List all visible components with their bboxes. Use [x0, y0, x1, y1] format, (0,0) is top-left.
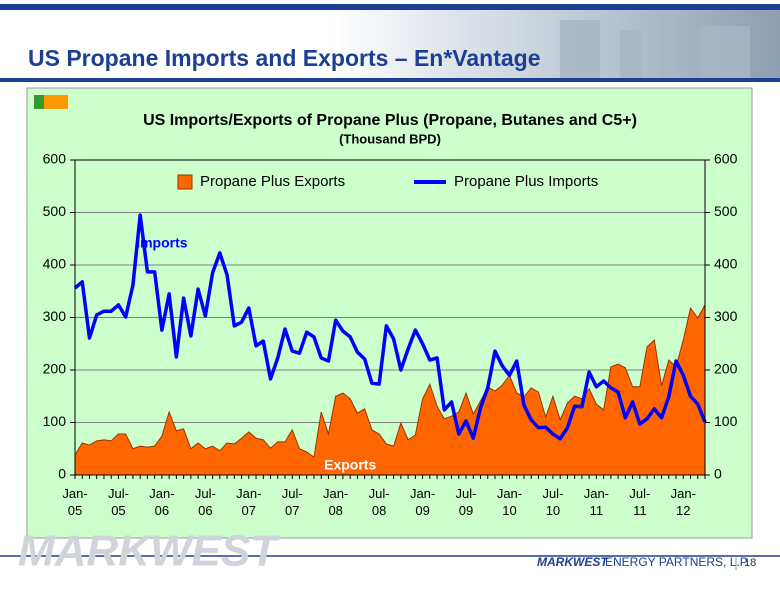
legend-background [170, 170, 610, 194]
footer-brand: MARKWEST [537, 555, 609, 569]
y-tick-label: 200 [43, 361, 67, 377]
x-tick-label-part: 10 [502, 503, 516, 518]
y-tick-label: 0 [58, 466, 66, 482]
x-tick-label-part: Jan- [671, 486, 696, 501]
y-tick-label: 600 [43, 151, 67, 167]
x-tick-label: Jul- 09 [456, 486, 477, 518]
y2-tick-label: 0 [714, 466, 722, 482]
x-tick-label-part: Jan- [149, 486, 174, 501]
header-top-bar [0, 4, 780, 10]
x-tick-label-part: 09 [415, 503, 429, 518]
x-tick-label-part: Jan- [410, 486, 435, 501]
x-tick-label: Jul- 07 [282, 486, 303, 518]
y2-tick-label: 400 [714, 256, 738, 272]
x-tick-label-part: 05 [68, 503, 82, 518]
x-tick-label: Jul- 08 [369, 486, 390, 518]
x-tick-label-part: Jan- [323, 486, 348, 501]
footer-company: ENERGY PARTNERS, L.P. [605, 555, 750, 569]
chart-title: US Imports/Exports of Propane Plus (Prop… [143, 112, 637, 129]
page-number: 18 [744, 557, 756, 569]
x-tick-label-part: Jul- [369, 486, 390, 501]
x-tick-label-part: 12 [676, 503, 690, 518]
legend-swatch [177, 174, 193, 190]
logo-mark [34, 95, 44, 109]
x-tick-label: Jan- 05 [62, 486, 87, 518]
x-tick-label: Jul- 10 [542, 486, 563, 518]
x-tick-label-part: 07 [242, 503, 256, 518]
y-tick-label: 300 [43, 308, 67, 324]
x-tick-label-part: Jul- [108, 486, 129, 501]
x-tick-label-part: 11 [590, 503, 604, 518]
x-tick-label-part: Jul- [282, 486, 303, 501]
y2-tick-label: 300 [714, 308, 738, 324]
slide-title: US Propane Imports and Exports – En*Vant… [28, 45, 541, 71]
plot-border [74, 159, 706, 476]
y2-tick-label: 600 [714, 151, 738, 167]
x-tick-label-part: 05 [111, 503, 125, 518]
x-tick-label-part: Jul- [456, 486, 477, 501]
x-tick-label: Jan- 10 [497, 486, 522, 518]
legend-label: Propane Plus Imports [454, 173, 598, 190]
x-tick-label-part: Jul- [542, 486, 563, 501]
legend-label: Propane Plus Exports [200, 173, 345, 190]
x-tick-label: Jan- 06 [149, 486, 174, 518]
x-tick-label-part: 11 [633, 503, 647, 518]
y-tick-label: 400 [43, 256, 67, 272]
x-tick-label: Jul- 11 [629, 486, 650, 518]
x-tick-label: Jan- 12 [671, 486, 696, 518]
x-tick-label: Jul- 06 [195, 486, 216, 518]
header-photo-shapes [560, 14, 750, 78]
x-tick-label-part: Jul- [195, 486, 216, 501]
x-tick-label: Jan- 08 [323, 486, 348, 518]
x-tick-label: Jul- 05 [108, 486, 129, 518]
annotation: Exports [324, 456, 376, 472]
watermark: MARKWEST [18, 527, 280, 576]
x-tick-label-part: 07 [285, 503, 299, 518]
annotation: Imports [136, 235, 188, 251]
x-tick-label-part: 08 [328, 503, 342, 518]
x-tick-label-part: 10 [546, 503, 560, 518]
plot: 0 100 200 300 400 500 600 0 100 200 300 400 500 600 Ja… [43, 151, 738, 519]
x-tick-label-part: 06 [198, 503, 212, 518]
x-tick-label-part: 09 [459, 503, 473, 518]
x-tick-label-part: Jul- [629, 486, 650, 501]
x-tick-label: Jan- 11 [584, 486, 609, 518]
y-tick-label: 100 [43, 413, 67, 429]
x-tick-label-part: Jan- [497, 486, 522, 501]
x-tick-label: Jan- 07 [236, 486, 261, 518]
y2-tick-label: 200 [714, 361, 738, 377]
x-tick-label: Jan- 09 [410, 486, 435, 518]
y-tick-label: 500 [43, 203, 67, 219]
x-tick-label-part: 08 [372, 503, 386, 518]
x-tick-label-part: Jan- [62, 486, 87, 501]
export-area [74, 304, 706, 476]
y2-tick-label: 100 [714, 413, 738, 429]
header-bottom-bar [0, 78, 780, 82]
x-tick-label-part: Jan- [236, 486, 261, 501]
x-tick-label-part: Jan- [584, 486, 609, 501]
chart-subtitle: (Thousand BPD) [339, 131, 441, 146]
x-tick-label-part: 06 [155, 503, 169, 518]
import-line [73, 213, 707, 441]
y2-tick-label: 500 [714, 203, 738, 219]
